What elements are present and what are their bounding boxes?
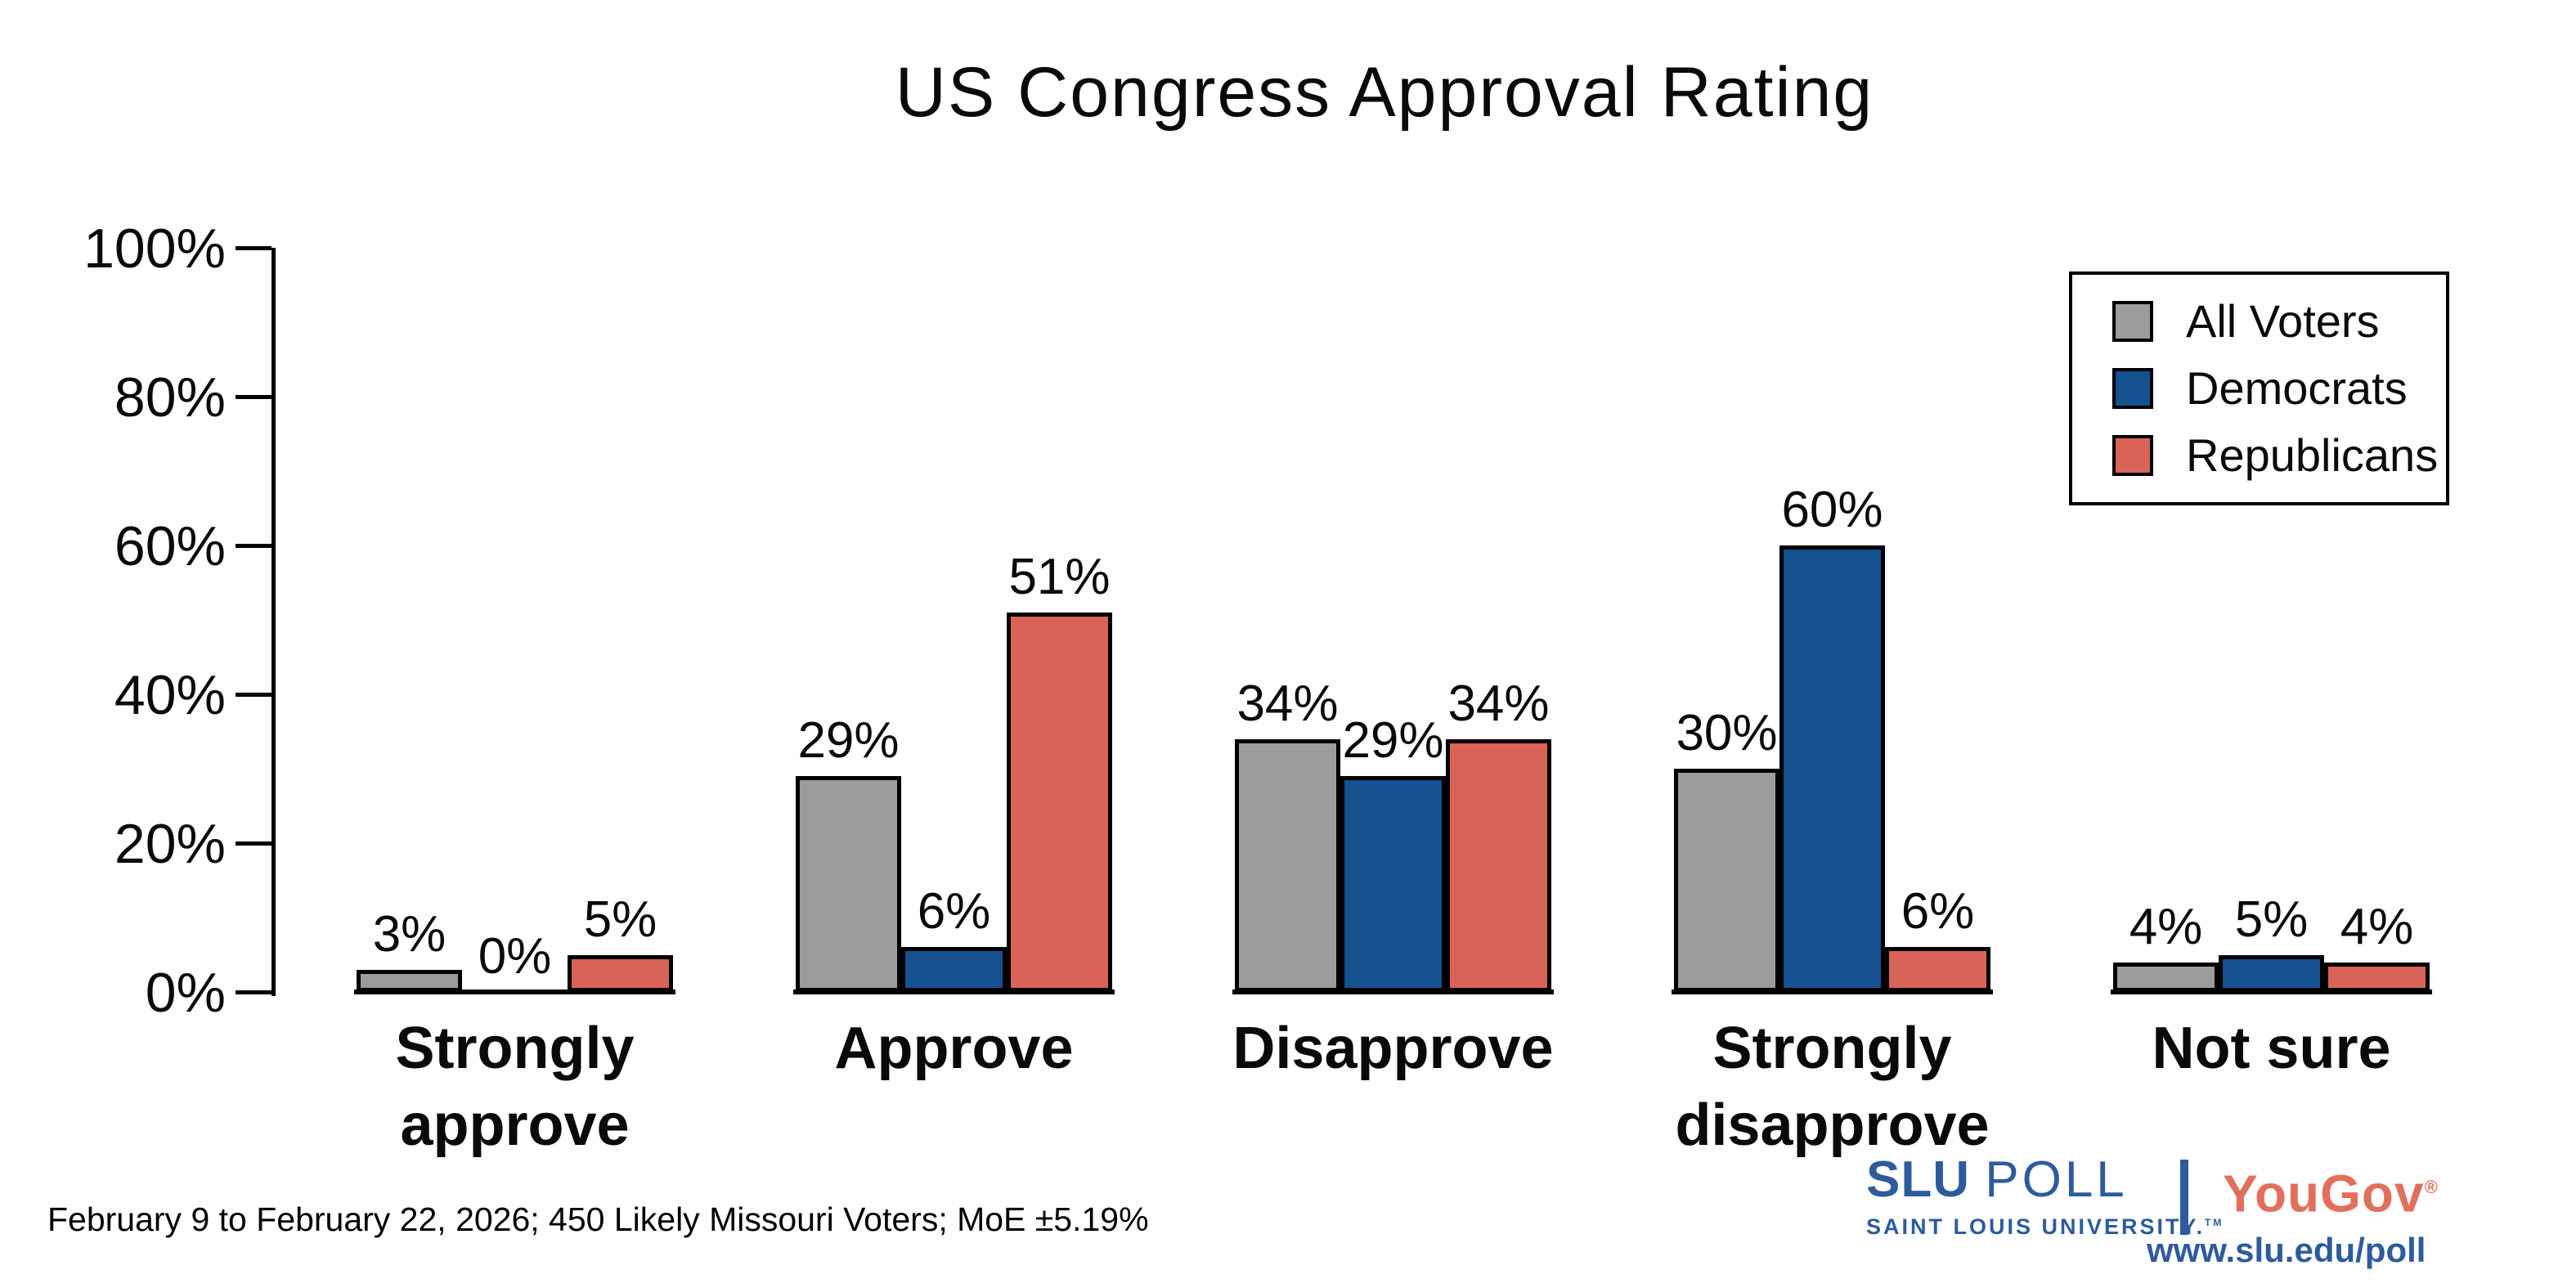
y-tick-label: 100% [83,218,226,280]
logo-divider [2180,1160,2188,1235]
y-tick-label: 80% [114,366,226,429]
group-baseline [1232,990,1554,994]
category-label-disapprove: Disapprove [1232,1016,1554,1081]
bar-value-label: 60% [1781,482,1883,538]
legend-label: Democrats [2186,362,2408,414]
bar-value-label: 6% [917,883,991,940]
bar-value-label: 34% [1236,675,1339,732]
bar-value-label: 0% [478,928,552,985]
legend-item-all-voters: All Voters [2112,298,2446,344]
group-baseline [1672,990,1993,994]
group-baseline [2111,990,2432,994]
bar-value-label: 30% [1676,705,1778,761]
y-tick-mark [236,246,272,250]
slu-poll-wordmark: SLU POLL [1866,1151,2128,1208]
y-axis-line [272,248,276,996]
all-voters-swatch [2112,301,2153,342]
bar-all-voters-strongly-disapprove [1674,769,1779,992]
legend-box: All Voters Democrats Republicans [2069,272,2449,505]
bar-value-label: 4% [2340,898,2414,955]
group-baseline [793,990,1115,994]
category-label-strongly-disapprove: Strongly disapprove [1675,1016,1990,1158]
bar-value-label: 29% [797,712,900,770]
bar-all-voters-disapprove [1235,738,1340,992]
legend-label: All Voters [2186,295,2380,347]
legend-item-democrats: Democrats [2112,366,2446,411]
bar-democrats-disapprove [1340,776,1446,992]
democrats-swatch [2112,368,2153,409]
bar-value-label: 6% [1901,883,1975,940]
y-tick-label: 0% [145,962,226,1024]
bar-democrats-approve [901,947,1007,992]
bar-democrats-not-sure [2219,954,2324,992]
category-label-not-sure: Not sure [2152,1016,2391,1081]
bar-value-label: 3% [372,905,447,963]
bar-value-label: 34% [1447,675,1550,732]
bar-republicans-strongly-disapprove [1885,947,1990,992]
y-tick-mark [236,395,272,399]
y-tick-mark [236,990,272,994]
bar-republicans-approve [1007,612,1112,992]
survey-methodology-note: February 9 to February 22, 2026; 450 Lik… [47,1200,1149,1238]
trademark-symbol: TM [2205,1217,2224,1228]
bar-value-label: 4% [2129,898,2203,955]
y-tick-label: 60% [114,515,226,577]
bar-value-label: 51% [1008,548,1111,605]
slu-poll-logo: SLU POLL SAINT LOUIS UNIVERSITY.TM [1866,1155,2224,1238]
slu-poll-url: www.slu.edu/poll [2147,1231,2426,1269]
y-tick-mark [236,693,272,697]
bar-all-voters-not-sure [2113,962,2219,992]
y-tick-mark [236,841,272,846]
bar-value-label: 5% [583,891,657,948]
yougov-logo: YouGov® [2223,1164,2439,1223]
bar-democrats-strongly-disapprove [1779,545,1885,992]
chart-title: US Congress Approval Rating [895,53,1874,132]
y-tick-label: 40% [114,664,226,726]
republicans-swatch [2112,435,2153,476]
bar-republicans-not-sure [2324,962,2430,992]
y-tick-mark [236,544,272,548]
y-tick-label: 20% [114,813,226,875]
saint-louis-university-wordmark: SAINT LOUIS UNIVERSITY.TM [1866,1214,2224,1239]
bar-all-voters-approve [796,776,901,992]
registered-symbol: ® [2424,1177,2439,1197]
legend-item-republicans: Republicans [2112,433,2446,478]
category-label-strongly-approve: Strongly approve [395,1016,635,1158]
bar-republicans-disapprove [1446,738,1551,992]
category-label-approve: Approve [834,1016,1074,1081]
group-baseline [354,990,675,994]
bar-value-label: 29% [1342,712,1444,770]
bar-value-label: 5% [2234,891,2309,948]
legend-label: Republicans [2186,429,2439,481]
bar-republicans-strongly-approve [568,954,673,992]
